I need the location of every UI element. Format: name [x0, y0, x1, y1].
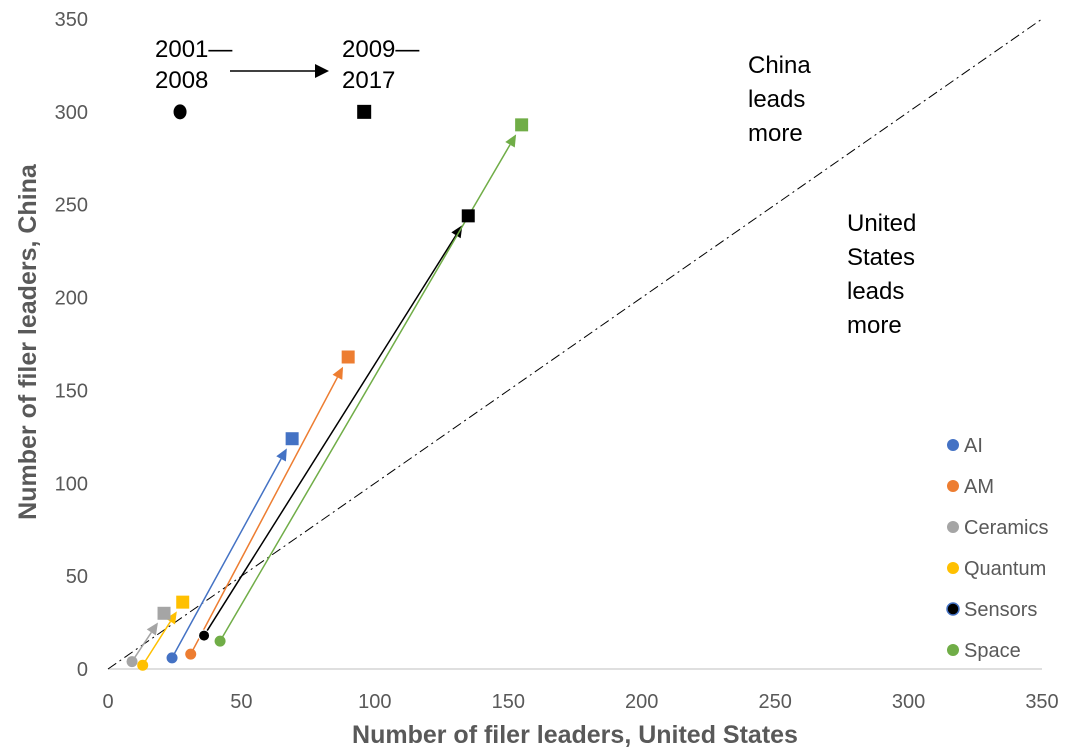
reference-line-group — [107, 18, 1043, 670]
y-tick-labels: 0 50 100 150 200 250 300 350 — [55, 9, 88, 681]
ai-arrowhead — [276, 448, 287, 462]
china-label-line3: more — [748, 120, 803, 147]
ceramics-2001-2008-point — [126, 656, 138, 668]
y-axis-title: Number of filer leaders, China — [14, 163, 42, 520]
y-tick-label: 100 — [55, 473, 88, 495]
us-label-line1: United — [847, 210, 916, 237]
x-tick-label: 0 — [102, 691, 113, 713]
ai-2009-2017-point — [285, 432, 299, 446]
x-tick-labels: 0 50 100 150 200 250 300 350 — [102, 691, 1058, 713]
period-to-label-line2: 2017 — [342, 67, 395, 94]
sensors-2009-2017-point — [461, 209, 475, 223]
legend-marker-quantum — [947, 562, 959, 574]
y-tick-label: 200 — [55, 288, 88, 310]
legend-marker-ai — [947, 439, 959, 451]
legend-marker-space — [947, 644, 959, 656]
sensors-arrowhead — [451, 225, 463, 239]
x-axis-title: Number of filer leaders, United States — [352, 721, 798, 749]
quantum-arrow-line — [142, 621, 172, 666]
period-key-circle-marker — [173, 104, 187, 120]
period-key-arrowhead — [315, 64, 329, 78]
region-label-us: United States leads more — [847, 210, 916, 339]
us-label-line2: States — [847, 244, 915, 271]
x-tick-label: 300 — [892, 691, 925, 713]
legend-label-ai: AI — [964, 435, 983, 457]
ai-2001-2008-point — [166, 652, 178, 664]
legend-label-am: AM — [964, 476, 994, 498]
legend-label-space: Space — [964, 640, 1021, 662]
x-tick-label: 100 — [358, 691, 391, 713]
period-from-label-line1: 2001— — [155, 36, 232, 63]
quantum-arrowhead — [165, 611, 177, 625]
period-key: 2001— 2008 2009— 2017 — [155, 36, 419, 120]
y-tick-label: 50 — [66, 566, 88, 588]
legend-label-sensors: Sensors — [964, 599, 1037, 621]
am-2009-2017-point — [341, 350, 355, 364]
am-arrowhead — [332, 366, 344, 380]
us-label-line4: more — [847, 312, 902, 339]
ai-arrow-line — [171, 458, 282, 659]
legend-label-ceramics: Ceramics — [964, 517, 1048, 539]
y-tick-label: 250 — [55, 195, 88, 217]
legend-marker-ceramics — [947, 521, 959, 533]
china-label-line2: leads — [748, 86, 805, 113]
ceramics-arrow-line — [131, 632, 152, 662]
y-tick-label: 0 — [77, 659, 88, 681]
sensors-2001-2008-point — [198, 629, 211, 642]
quantum-2001-2008-point — [137, 659, 149, 671]
legend-label-quantum: Quantum — [964, 558, 1046, 580]
y-tick-label: 350 — [55, 9, 88, 31]
x-tick-label: 50 — [230, 691, 252, 713]
reference-line-y-equals-x — [107, 18, 1043, 670]
legend: AI AM Ceramics Quantum Sensors Space — [946, 435, 1048, 662]
legend-marker-am — [947, 480, 959, 492]
period-to-label-line1: 2009— — [342, 36, 419, 63]
space-2001-2008-point — [214, 635, 226, 647]
legend-marker-sensors — [946, 602, 960, 616]
region-label-china: China leads more — [748, 52, 811, 147]
y-tick-label: 300 — [55, 102, 88, 124]
am-arrow-line — [190, 376, 339, 655]
x-tick-label: 350 — [1025, 691, 1058, 713]
x-tick-label: 250 — [758, 691, 791, 713]
period-from-label-line2: 2008 — [155, 67, 208, 94]
china-label-line1: China — [748, 52, 811, 79]
series-arrows — [131, 134, 517, 666]
series-markers — [126, 118, 529, 671]
space-arrow-line — [219, 144, 511, 642]
space-2009-2017-point — [515, 118, 529, 132]
x-tick-label: 150 — [492, 691, 525, 713]
us-label-line3: leads — [847, 278, 904, 305]
am-2001-2008-point — [185, 648, 197, 660]
y-tick-label: 150 — [55, 380, 88, 402]
period-key-square-marker — [357, 104, 372, 119]
space-arrowhead — [505, 134, 517, 148]
x-tick-label: 200 — [625, 691, 658, 713]
ceramics-arrowhead — [146, 622, 158, 636]
sensors-arrow-line — [203, 234, 457, 636]
ceramics-2009-2017-point — [157, 606, 171, 620]
quantum-2009-2017-point — [176, 595, 190, 609]
